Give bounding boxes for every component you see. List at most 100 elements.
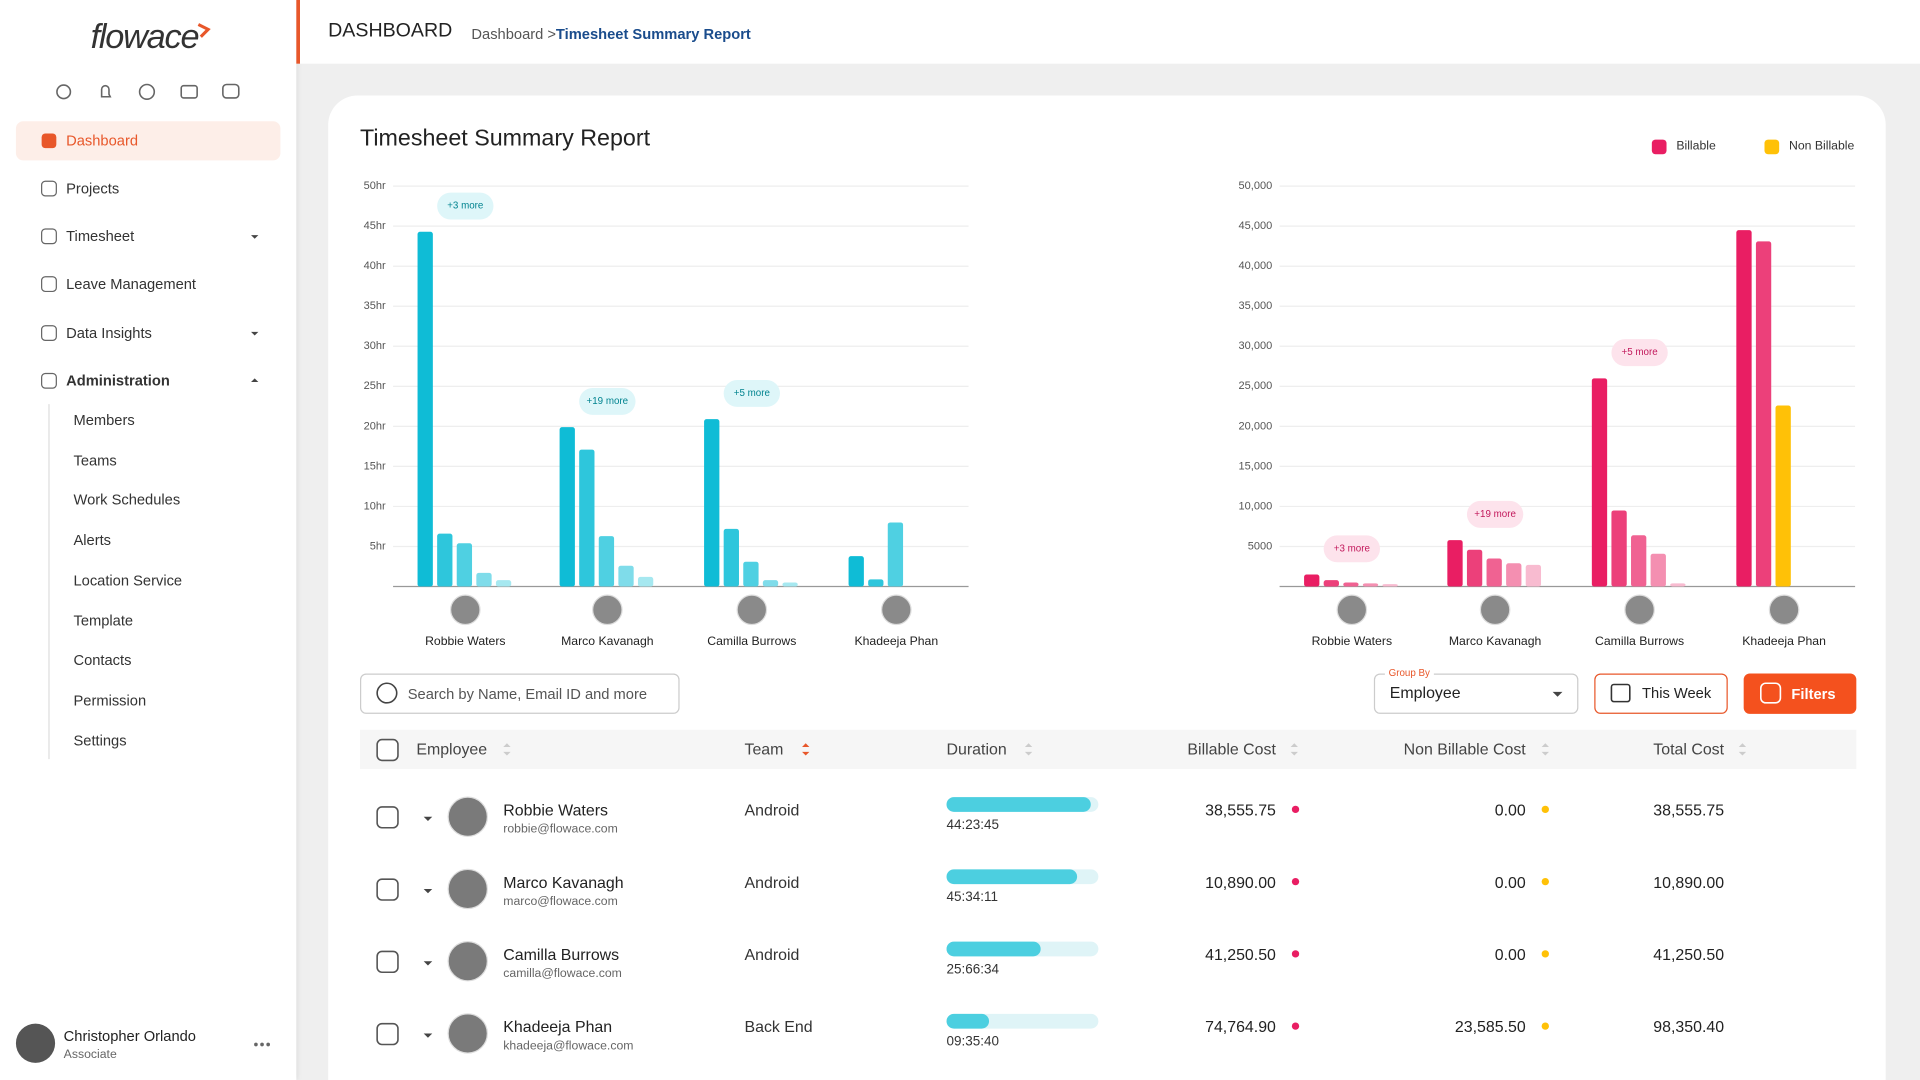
table-header <box>360 729 1857 769</box>
team: Android <box>744 800 800 820</box>
sort-icon <box>1541 743 1549 756</box>
bar <box>579 449 595 587</box>
bar <box>495 580 512 587</box>
bar <box>868 579 884 587</box>
nav-subitem[interactable]: Contacts <box>73 651 132 669</box>
nav-icon <box>41 372 57 389</box>
dropdown-caret <box>1552 691 1563 697</box>
bar <box>437 533 453 587</box>
nav-item[interactable]: Data Insights <box>66 324 152 342</box>
nav-subitem[interactable]: Teams <box>73 451 117 469</box>
nav-item[interactable]: Projects <box>66 180 120 198</box>
progress-fill <box>946 797 1091 812</box>
bar <box>1631 535 1647 587</box>
bar <box>598 536 615 587</box>
nav-item[interactable]: Leave Management <box>66 275 197 293</box>
avatar <box>1768 594 1800 626</box>
progress-fill <box>946 1013 990 1029</box>
search-box[interactable] <box>360 673 680 714</box>
sort-icon <box>503 743 511 756</box>
more-label: +19 more <box>1474 509 1516 520</box>
more-label: +5 more <box>1622 347 1658 358</box>
avatar <box>447 1013 488 1054</box>
checkbox <box>376 806 399 829</box>
more-badge <box>437 192 494 220</box>
bar <box>417 231 433 587</box>
bar <box>476 572 492 587</box>
calendar-icon <box>1610 683 1631 703</box>
nav-item[interactable]: Administration <box>66 372 170 390</box>
column-header[interactable]: Employee <box>416 739 488 758</box>
group-label: Khadeeja Phan <box>1742 634 1826 648</box>
nav-item[interactable]: Dashboard <box>66 132 139 150</box>
y-tick-label: 40,000 <box>1239 260 1273 272</box>
total-cost: 38,555.75 <box>1653 800 1725 820</box>
bar <box>1736 230 1752 587</box>
nav-subitem[interactable]: Settings <box>73 731 127 749</box>
group-label: Marco Kavanagh <box>561 634 654 648</box>
sort-icon <box>1024 743 1033 756</box>
billable-dot <box>1291 1022 1300 1030</box>
bar <box>762 580 779 587</box>
nav-subitem[interactable]: Alerts <box>73 531 112 549</box>
bar <box>456 543 473 587</box>
bar <box>1611 510 1627 587</box>
nav-icon <box>41 228 57 245</box>
non-billable-cost: 0.00 <box>1494 873 1526 892</box>
more-badge <box>1466 500 1524 528</box>
nav-subitem[interactable]: Permission <box>73 691 147 709</box>
filters-button[interactable] <box>1743 673 1857 714</box>
column-header[interactable]: Duration <box>946 739 1007 758</box>
group-by-value: Employee <box>1389 683 1461 702</box>
bar <box>1362 583 1379 587</box>
checkbox <box>376 738 399 762</box>
sort-icon <box>802 743 810 756</box>
more-badge <box>723 379 781 407</box>
y-tick-label: 25,000 <box>1239 380 1273 392</box>
period-button[interactable] <box>1594 673 1728 714</box>
nav-subitem[interactable]: Location Service <box>73 571 183 589</box>
checkbox <box>376 950 399 974</box>
avatar <box>447 868 488 910</box>
period-label: This Week <box>1642 684 1712 702</box>
nav-icon <box>41 133 57 149</box>
y-tick-label: 50hr <box>364 180 386 192</box>
breadcrumb-current: Timesheet Summary Report <box>555 25 751 43</box>
page-title: DASHBOARD <box>328 20 453 42</box>
bar <box>1506 563 1522 587</box>
column-header[interactable]: Non Billable Cost <box>1403 739 1526 758</box>
group-by[interactable] <box>1373 673 1579 714</box>
non-billable-dot <box>1541 950 1549 958</box>
bar <box>887 522 904 587</box>
column-header[interactable]: Team <box>744 739 784 758</box>
bar <box>637 576 654 587</box>
nav-subitem[interactable]: Template <box>73 611 134 629</box>
nav-active-bg <box>15 121 281 161</box>
nav-subitem[interactable]: Members <box>73 411 135 429</box>
billable-cost: 41,250.50 <box>1205 945 1276 964</box>
y-tick-label: 5000 <box>1248 540 1273 552</box>
caret <box>251 378 259 383</box>
nav-item[interactable]: Timesheet <box>66 227 135 245</box>
column-header[interactable]: Total Cost <box>1653 739 1725 758</box>
non-billable-dot <box>1541 805 1549 814</box>
expand-caret <box>423 1033 433 1038</box>
y-tick-label: 20hr <box>364 420 386 432</box>
y-tick-label: 50,000 <box>1239 180 1273 192</box>
sort-icon <box>1290 743 1298 756</box>
duration: 44:23:45 <box>946 817 999 833</box>
duration: 25:66:34 <box>946 962 999 978</box>
legend-swatch <box>1651 139 1667 155</box>
employee-email: camilla@flowace.com <box>503 967 622 981</box>
legend-label: Non Billable <box>1788 139 1855 154</box>
duration: 45:34:11 <box>946 890 998 905</box>
avatar <box>450 594 481 626</box>
user-role: Associate <box>63 1048 117 1062</box>
column-header[interactable]: Billable Cost <box>1187 739 1276 758</box>
bar <box>1447 540 1463 587</box>
y-tick-label: 15hr <box>364 460 386 472</box>
nav-subitem[interactable]: Work Schedules <box>73 491 181 509</box>
employee-name: Marco Kavanagh <box>503 873 624 892</box>
